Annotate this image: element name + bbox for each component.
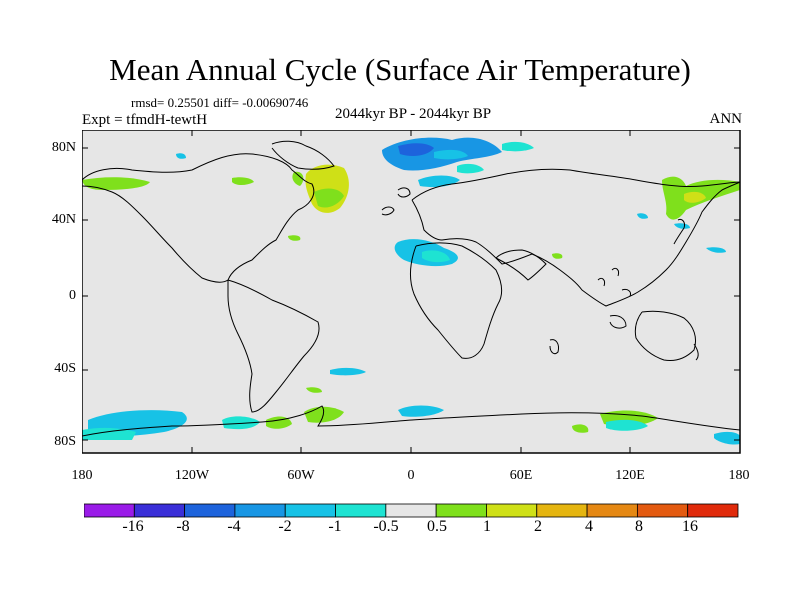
axis-ticks	[82, 130, 740, 453]
lon-label-180e: 180	[728, 468, 750, 483]
colorbar-swatch	[133, 503, 186, 518]
colorbar-label: -1	[328, 518, 342, 535]
lon-label-0: 0	[407, 468, 415, 483]
map-background	[82, 130, 740, 453]
lat-label-0: 0	[69, 288, 76, 303]
lon-label-60e: 60E	[509, 468, 533, 483]
anomaly-field	[82, 137, 740, 445]
stats-readout: rmsd= 0.25501 diff= -0.00690746	[131, 95, 309, 110]
colorbar-swatch	[536, 503, 588, 518]
colorbar-swatch	[486, 503, 538, 518]
colorbar-label: -2	[278, 518, 292, 535]
colorbar-label: -16	[122, 518, 144, 535]
colorbar-label: 8	[635, 518, 643, 535]
colorbar-swatch	[284, 503, 336, 518]
colorbar-label: 1	[483, 518, 491, 535]
lat-label-80n: 80N	[51, 140, 76, 155]
colorbar-label: 2	[534, 518, 542, 535]
lon-label-120w: 120W	[174, 468, 210, 483]
lat-label-40n: 40N	[51, 212, 76, 227]
colorbar-swatch	[687, 503, 739, 518]
colorbar-label: 16	[682, 518, 698, 535]
colorbar-swatch	[335, 503, 387, 518]
colorbar-swatch	[184, 503, 236, 518]
temperature-anomaly-map	[82, 130, 741, 454]
colorbar-swatch	[84, 503, 135, 518]
map-title: Mean Annual Cycle (Surface Air Temperatu…	[109, 52, 691, 87]
colorbar-swatch	[636, 503, 689, 518]
colorbar-label: -8	[176, 518, 190, 535]
lat-label-80s: 80S	[54, 434, 76, 449]
coastlines	[82, 140, 741, 437]
period-label: 2044kyr BP - 2044kyr BP	[334, 106, 492, 122]
lon-label-60w: 60W	[287, 468, 315, 483]
experiment-label: Expt = tfmdH-tewtH	[82, 112, 208, 128]
lat-label-40s: 40S	[54, 361, 76, 376]
colorbar-swatch	[435, 503, 487, 518]
season-label: ANN	[709, 111, 743, 127]
colorbar-label: 4	[585, 518, 593, 535]
colorbar	[84, 503, 739, 518]
colorbar-label: 0.5	[427, 518, 447, 535]
colorbar-label: -0.5	[373, 518, 399, 535]
colorbar-swatch	[385, 503, 437, 518]
lon-label-120e: 120E	[615, 468, 645, 483]
colorbar-swatch	[586, 503, 638, 518]
colorbar-swatch	[234, 503, 286, 518]
colorbar-label: -4	[227, 518, 241, 535]
lon-label-180w: 180	[71, 468, 93, 483]
